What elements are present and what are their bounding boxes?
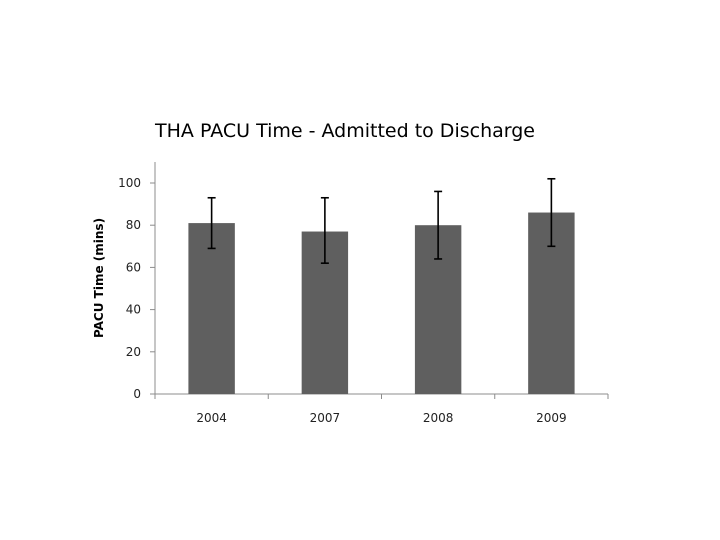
chart-title: THA PACU Time - Admitted to Discharge: [154, 120, 535, 142]
x-tick-label: 2007: [310, 411, 341, 425]
y-axis-label: PACU Time (mins): [92, 218, 106, 338]
x-axis-ticks: 2004 2007 2008 2009: [154, 394, 609, 425]
error-bar-2008: [434, 190, 443, 260]
error-bar-2004: [207, 196, 216, 250]
x-tick-label: 2008: [423, 411, 454, 425]
error-bars: [207, 177, 556, 264]
y-tick-label: 20: [126, 345, 141, 359]
y-tick-label: 0: [133, 387, 141, 401]
error-bar-2009: [547, 177, 556, 248]
y-tick-label: 40: [126, 303, 141, 317]
bar-series: [188, 212, 575, 394]
y-tick-label: 80: [126, 218, 141, 232]
error-bar-2007: [320, 196, 329, 264]
y-tick-label: 100: [118, 176, 141, 190]
y-axis-ticks: 0 20 40 60 80 100: [118, 176, 155, 401]
bar-2004: [188, 223, 235, 394]
y-tick-label: 60: [126, 260, 141, 274]
x-tick-label: 2009: [536, 411, 567, 425]
x-tick-label: 2004: [196, 411, 227, 425]
